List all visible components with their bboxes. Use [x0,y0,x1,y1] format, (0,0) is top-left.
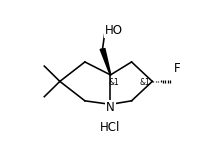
Text: N: N [106,101,115,114]
Text: &1: &1 [109,78,120,87]
Text: HO: HO [105,24,123,37]
Text: F: F [174,62,181,75]
Polygon shape [100,49,111,75]
Text: HCl: HCl [100,121,121,134]
Text: &1: &1 [140,78,151,87]
